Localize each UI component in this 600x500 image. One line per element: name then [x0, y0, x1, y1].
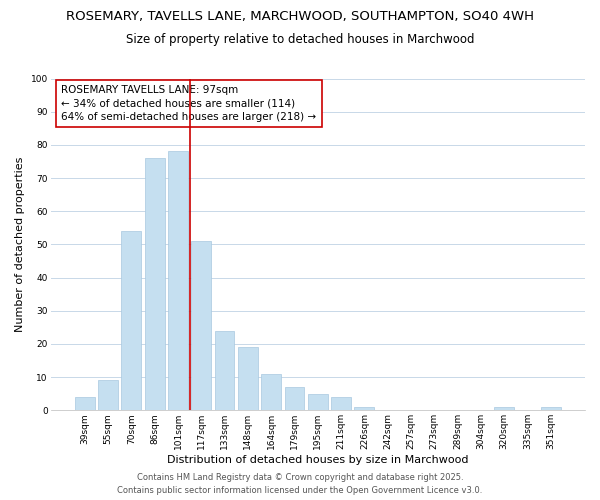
- Bar: [98, 380, 118, 410]
- Bar: [355, 407, 374, 410]
- Text: Size of property relative to detached houses in Marchwood: Size of property relative to detached ho…: [126, 32, 474, 46]
- Text: Contains HM Land Registry data © Crown copyright and database right 2025.
Contai: Contains HM Land Registry data © Crown c…: [118, 474, 482, 495]
- Bar: [145, 158, 164, 410]
- Y-axis label: Number of detached properties: Number of detached properties: [15, 156, 25, 332]
- X-axis label: Distribution of detached houses by size in Marchwood: Distribution of detached houses by size …: [167, 455, 469, 465]
- Bar: [191, 241, 211, 410]
- Bar: [308, 394, 328, 410]
- Text: ROSEMARY TAVELLS LANE: 97sqm
← 34% of detached houses are smaller (114)
64% of s: ROSEMARY TAVELLS LANE: 97sqm ← 34% of de…: [61, 85, 316, 122]
- Bar: [541, 407, 561, 410]
- Bar: [331, 397, 351, 410]
- Bar: [238, 348, 258, 410]
- Bar: [75, 397, 95, 410]
- Bar: [215, 330, 235, 410]
- Bar: [284, 387, 304, 410]
- Bar: [261, 374, 281, 410]
- Bar: [494, 407, 514, 410]
- Text: ROSEMARY, TAVELLS LANE, MARCHWOOD, SOUTHAMPTON, SO40 4WH: ROSEMARY, TAVELLS LANE, MARCHWOOD, SOUTH…: [66, 10, 534, 23]
- Bar: [121, 231, 141, 410]
- Bar: [168, 152, 188, 410]
